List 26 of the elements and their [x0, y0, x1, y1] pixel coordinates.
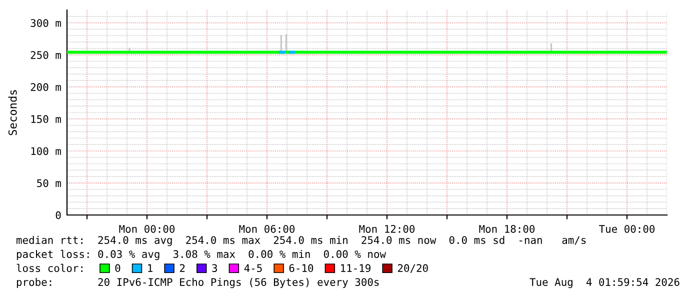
y-tick-label: 300 m: [30, 19, 61, 27]
x-tick-label: Mon 12:00: [359, 224, 415, 233]
legend-title: loss color:: [16, 264, 82, 272]
text: packet loss: 0.03 % avg 3.08 % max 0.00 % min 0.00 % now: [16, 250, 386, 260]
y-tick-label: 200 m: [30, 83, 61, 92]
x-tick-label: Mon 06:00: [239, 224, 295, 233]
legend-label: 4-5: [244, 264, 262, 272]
x-tick-label: Mon 18:00: [479, 224, 535, 233]
legend-label: 0: [115, 264, 120, 272]
y-tick-label: 100 m: [31, 147, 61, 156]
y-tick-label: 50 m: [37, 179, 61, 188]
text: median rtt: 254.0 ms avg 254.0 ms max 254.0 ms min 254.0 ms now 0.0 ms sd -nan am/s: [16, 236, 586, 246]
x-tick-label: Tue 00:00: [599, 224, 655, 233]
legend-label: 2: [180, 264, 185, 272]
legend-label: 11-19: [341, 264, 370, 272]
y-tick-label: 150 m: [31, 115, 61, 124]
text: probe: 20 IPv6-ICMP Echo Pings (56 Bytes) every 300s: [16, 278, 379, 288]
legend-label: 6-10: [289, 264, 314, 272]
legend-label: 20/20: [398, 264, 428, 273]
y-tick-label: 250 m: [30, 51, 61, 59]
y-tick-label: 0: [56, 211, 61, 220]
text: Tue Aug 4 01:59:54 2026: [530, 278, 680, 288]
y-axis-title: Seconds: [8, 90, 17, 136]
x-tick-label: Mon 00:00: [119, 224, 175, 233]
legend-label: 3: [212, 264, 218, 272]
legend-label: 1: [148, 264, 152, 272]
